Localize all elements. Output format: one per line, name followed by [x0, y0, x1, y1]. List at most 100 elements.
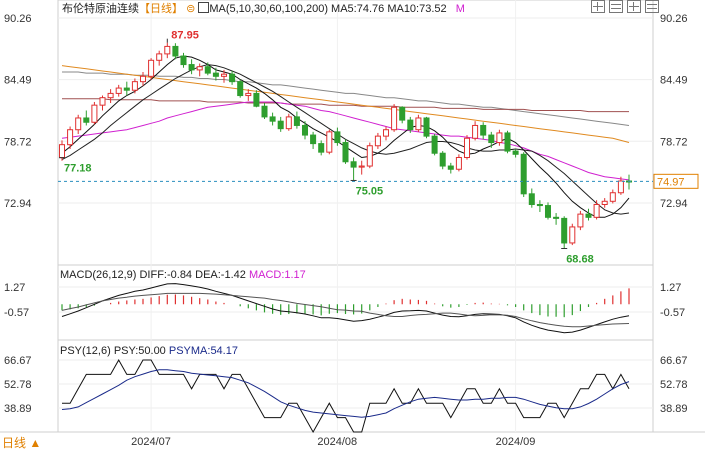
macd-tick-label-left: -0.57 — [4, 307, 29, 319]
candle-body — [520, 153, 527, 195]
candle-body — [164, 45, 171, 55]
period-tag[interactable]: 【日线】 — [139, 3, 183, 15]
annotation-label: 75.05 — [356, 185, 384, 197]
grid-toggle-icon[interactable] — [591, 0, 605, 13]
candle-body — [391, 106, 398, 131]
period-selector[interactable]: 日线 ▲ — [2, 436, 42, 450]
price-tick-label-right: 84.49 — [660, 75, 688, 87]
candle-body — [601, 200, 608, 205]
candle-body — [139, 75, 147, 83]
grid-lines — [58, 0, 653, 432]
candle-body — [569, 226, 576, 244]
ma10-value: MA10:73.52 — [387, 3, 447, 15]
candle-body — [585, 213, 592, 218]
candle-body — [415, 117, 422, 131]
candle-body — [293, 116, 300, 126]
indicator-toggle-icon[interactable] — [627, 0, 641, 13]
panel-frames — [0, 0, 705, 433]
candle-body — [342, 142, 349, 163]
candle-body — [455, 156, 462, 170]
candle-body — [67, 129, 74, 146]
candle-body — [553, 216, 560, 219]
psy-tick-label-right: 52.78 — [660, 379, 688, 391]
candle-body — [374, 135, 381, 147]
psy-tick-label-left: 52.78 — [4, 379, 32, 391]
settings-icon[interactable]: ⊜ — [186, 3, 196, 15]
candle-body — [512, 150, 519, 155]
window-toggle-icon[interactable] — [645, 0, 659, 13]
candle-body — [326, 131, 333, 153]
candle-body — [617, 180, 624, 194]
candle-body — [180, 55, 187, 66]
psy-line — [62, 358, 630, 434]
candle-body — [91, 104, 98, 123]
candle-body — [463, 137, 471, 158]
psy-label: PSY(12,6) — [60, 345, 111, 357]
candle-body — [310, 134, 317, 145]
candle-body — [229, 73, 236, 83]
macd-header: MACD(26,12,9) DIFF:-0.84 DEA:-1.42 MACD:… — [60, 268, 306, 282]
instrument-name: 布伦特原油连续 — [62, 3, 139, 15]
macd-value: MACD:1.17 — [248, 269, 306, 281]
candle-body — [399, 106, 406, 121]
m-button[interactable]: M — [455, 3, 465, 15]
ma-label: MA(5,10,30,60,100,200) — [209, 3, 328, 15]
psy-tick-label-left: 66.67 — [4, 355, 32, 367]
candle-body — [318, 143, 325, 153]
candle-body — [107, 92, 114, 99]
candle-body — [131, 81, 138, 91]
macd-label: MACD(26,12,9) — [60, 269, 137, 281]
psy-tick-label-right: 66.67 — [660, 355, 688, 367]
candle-body — [382, 129, 390, 137]
psyma-value: PSYMA:54.17 — [168, 345, 238, 357]
candle-body — [253, 92, 260, 107]
candle-body — [423, 117, 430, 137]
date-label: 2024/08 — [317, 436, 357, 448]
psy-header: PSY(12,6) PSY:50.00 PSYMA:54.17 — [60, 344, 238, 358]
candle-body — [58, 144, 66, 158]
candle-body — [261, 105, 268, 118]
candle-body — [245, 92, 252, 97]
annotation-label: 77.18 — [64, 163, 92, 175]
price-tick-label-left: 84.49 — [4, 75, 32, 87]
macd-diff-line — [61, 283, 630, 334]
candle-body — [220, 73, 228, 77]
candle-body — [277, 120, 284, 130]
date-label: 2024/07 — [131, 436, 171, 448]
candle-body — [75, 117, 82, 131]
ma100-line — [62, 98, 629, 113]
axis-labels: 90.26 90.26 84.49 84.49 78.72 78.72 72.94 72.94… — [4, 13, 699, 448]
candle-body — [472, 124, 479, 139]
candle-body — [609, 192, 616, 202]
candle-body — [496, 132, 503, 144]
candle-body — [83, 117, 90, 123]
candle-body — [334, 131, 341, 144]
macd-dea: DEA:-1.42 — [195, 269, 246, 281]
candle-body — [358, 165, 365, 168]
psy-value: PSY:50.00 — [113, 345, 166, 357]
candle-body — [99, 97, 106, 106]
macd-tick-label-right: 1.27 — [660, 282, 681, 294]
macd-panel — [61, 283, 630, 334]
price-tick-label-right: 90.26 — [660, 13, 688, 25]
macd-tick-label-left: 1.27 — [4, 282, 25, 294]
ma5-value: MA5:74.76 — [331, 3, 385, 15]
candle-body — [504, 132, 511, 152]
current-price-box — [653, 173, 699, 189]
candle-body — [188, 64, 195, 71]
candle-body — [561, 217, 568, 244]
ma-settings-icon[interactable] — [198, 2, 210, 13]
candle-body — [431, 135, 438, 154]
layout-toggle-icon[interactable] — [609, 0, 623, 13]
annotation-label: 87.95 — [171, 30, 199, 42]
candle-body — [350, 161, 357, 168]
candle-body — [237, 81, 244, 97]
ma5-line — [61, 55, 630, 218]
psy-tick-label-right: 38.89 — [660, 403, 688, 415]
ma10-line — [61, 64, 630, 215]
annotation-label: 68.68 — [566, 254, 594, 266]
date-label: 2024/09 — [496, 436, 536, 448]
candle-body — [593, 203, 600, 218]
macd-diff: DIFF:-0.84 — [139, 269, 193, 281]
candle-body — [544, 205, 552, 218]
